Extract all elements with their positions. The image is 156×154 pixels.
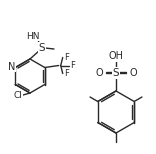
Text: N: N [8,61,15,71]
Text: S: S [39,43,45,53]
Text: F: F [64,69,69,78]
Text: S: S [113,68,119,78]
Text: O: O [95,67,103,77]
Text: F: F [70,61,75,70]
Text: HN: HN [26,32,40,41]
Text: Cl: Cl [14,91,22,101]
Text: O: O [129,67,137,77]
Text: F: F [64,53,69,62]
Text: OH: OH [109,51,124,61]
